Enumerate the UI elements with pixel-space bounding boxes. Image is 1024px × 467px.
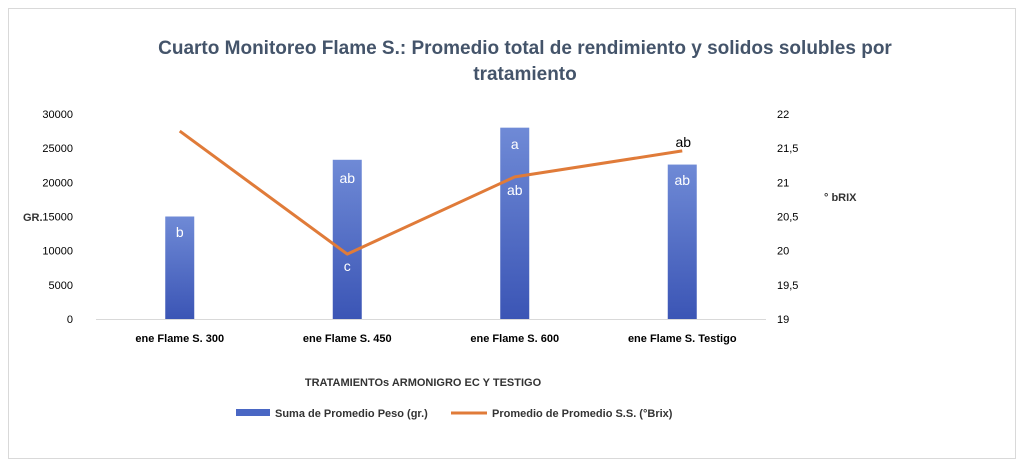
right-tick-label: 19,5 bbox=[777, 280, 798, 292]
legend-swatch-bar bbox=[236, 409, 270, 416]
line-path bbox=[178, 129, 683, 256]
left-axis-ticks: 0 5000 10000 15000 20000 25000 30000 bbox=[42, 109, 73, 326]
combo-chart: Cuarto Monitoreo Flame S.: Promedio tota… bbox=[23, 38, 892, 420]
left-tick-label: 25000 bbox=[42, 143, 73, 155]
right-tick-label: 21,5 bbox=[777, 143, 798, 155]
right-axis-ticks: 19 19,5 20 20,5 21 21,5 22 bbox=[777, 109, 798, 326]
legend-label-line: Promedio de Promedio S.S. (°Brix) bbox=[492, 408, 673, 420]
right-axis-title: ° bRIX bbox=[824, 192, 857, 204]
right-tick-label: 22 bbox=[777, 109, 789, 121]
legend-label-bar: Suma de Promedio Peso (gr.) bbox=[275, 408, 428, 420]
x-axis-title: TRATAMIENTOs ARMONIGRO EC Y TESTIGO bbox=[305, 377, 542, 389]
category-label: ene Flame S. Testigo bbox=[628, 333, 737, 345]
left-tick-label: 10000 bbox=[42, 246, 73, 258]
bar bbox=[667, 164, 697, 319]
line-data-label: ab bbox=[675, 134, 691, 150]
left-axis-title: GR. bbox=[23, 212, 43, 224]
bar bbox=[500, 127, 530, 320]
bar bbox=[165, 216, 195, 319]
legend: Suma de Promedio Peso (gr.) Promedio de … bbox=[236, 408, 673, 420]
left-tick-label: 0 bbox=[67, 314, 73, 326]
line-data-label: c bbox=[344, 258, 351, 274]
line-data-label: ab bbox=[507, 182, 523, 198]
left-tick-label: 15000 bbox=[42, 212, 73, 224]
chart-frame: Cuarto Monitoreo Flame S.: Promedio tota… bbox=[8, 8, 1016, 459]
right-tick-label: 19 bbox=[777, 314, 789, 326]
right-tick-label: 21 bbox=[777, 177, 789, 189]
chart-title-line-1: Cuarto Monitoreo Flame S.: Promedio tota… bbox=[158, 38, 892, 59]
chart-title-line-2: tratamiento bbox=[473, 64, 576, 85]
bar-data-label: ab bbox=[339, 170, 355, 186]
category-label: ene Flame S. 600 bbox=[470, 333, 559, 345]
bar-series: b ab a ab bbox=[165, 127, 697, 320]
bar-data-label: a bbox=[511, 136, 519, 152]
category-label: ene Flame S. 300 bbox=[135, 333, 224, 345]
bar bbox=[332, 159, 362, 319]
bar-data-label: ab bbox=[674, 172, 690, 188]
left-tick-label: 30000 bbox=[42, 109, 73, 121]
right-tick-label: 20,5 bbox=[777, 212, 798, 224]
category-labels: ene Flame S. 300 ene Flame S. 450 ene Flam… bbox=[135, 333, 736, 345]
category-label: ene Flame S. 450 bbox=[303, 333, 392, 345]
bar-data-label: b bbox=[176, 224, 184, 240]
right-tick-label: 20 bbox=[777, 246, 789, 258]
left-tick-label: 20000 bbox=[42, 177, 73, 189]
left-tick-label: 5000 bbox=[49, 280, 73, 292]
